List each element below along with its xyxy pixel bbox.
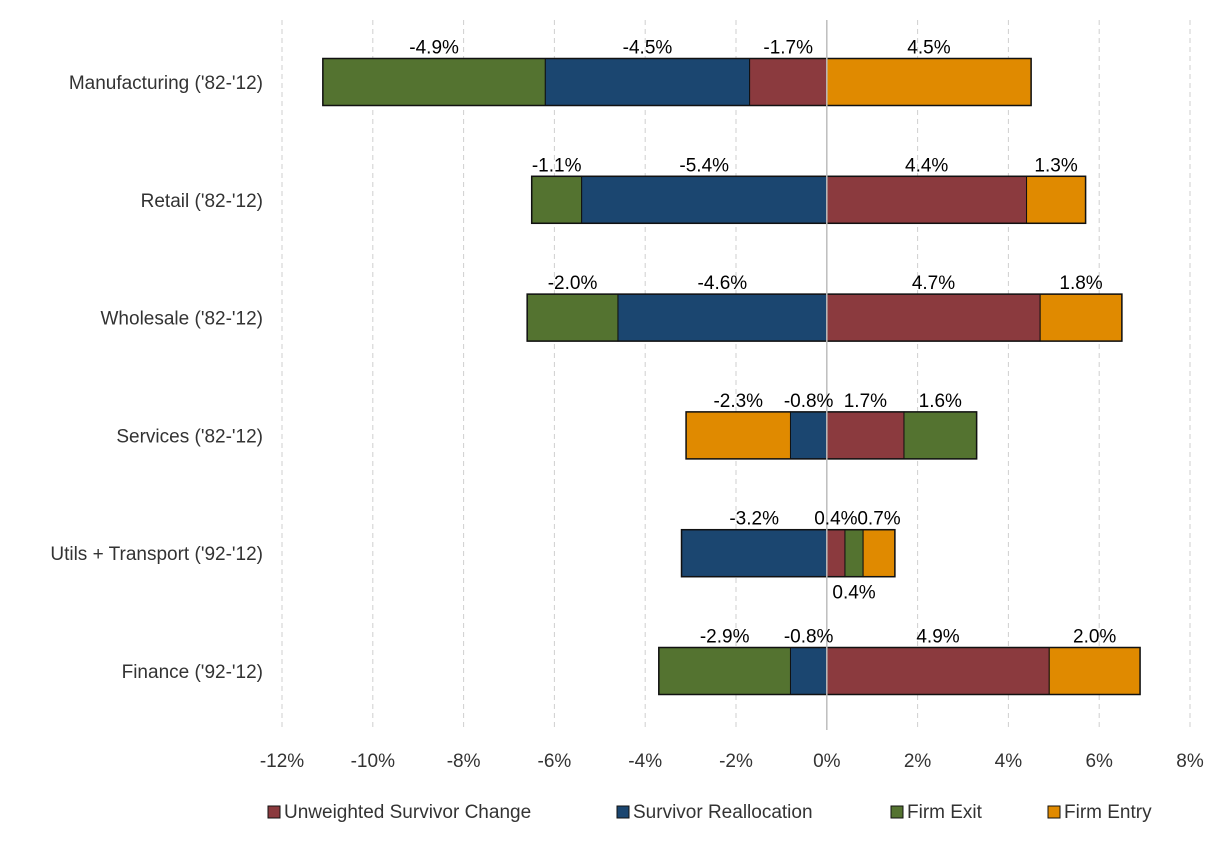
- data-label: 2.0%: [1073, 627, 1116, 648]
- legend-swatch: [890, 805, 904, 819]
- data-label-layer: -4.9% -4.5% -1.7% 4.5% -1.1% -5.4% 4.4% 1.3% -2.…: [409, 38, 1116, 648]
- category-label: Services ('82-'12): [116, 426, 263, 447]
- data-label: -1.7%: [763, 38, 813, 59]
- data-label: -0.8%: [784, 391, 834, 412]
- bar-segment-survivor-reallocation: [789, 411, 828, 460]
- category-label: Utils + Transport ('92-'12): [50, 544, 263, 565]
- data-label: 0.7%: [857, 509, 900, 530]
- category-label: Wholesale ('82-'12): [101, 309, 264, 330]
- legend-item-firm-exit: Firm Exit: [890, 802, 983, 823]
- x-tick-label: -12%: [260, 751, 304, 772]
- bar-segment-survivor-reallocation: [581, 175, 828, 224]
- data-label: -4.9%: [409, 38, 459, 59]
- bar-segment-unweighted-survivor-change: [826, 175, 1028, 224]
- x-tick-label: 8%: [1176, 751, 1204, 772]
- bar-segment-survivor-reallocation: [617, 293, 828, 342]
- bar-segment-firm-exit: [658, 647, 791, 695]
- bar-layer: [322, 57, 1141, 696]
- legend-item-survivor-reallocation: Survivor Reallocation: [616, 802, 813, 823]
- data-label: 1.6%: [919, 391, 962, 412]
- data-label: -2.0%: [548, 273, 598, 294]
- data-label: 4.4%: [905, 155, 948, 176]
- legend-label: Survivor Reallocation: [633, 802, 813, 823]
- x-tick-label: -6%: [538, 751, 572, 772]
- x-tick-label: 0%: [813, 751, 841, 772]
- data-label: -2.9%: [700, 627, 750, 648]
- data-label: 1.8%: [1059, 273, 1102, 294]
- bar-segment-unweighted-survivor-change: [749, 58, 828, 106]
- bar-segment-firm-entry: [1048, 647, 1141, 695]
- bar-segment-firm-exit: [322, 58, 546, 106]
- x-axis-ticks: -12% -10% -8% -6% -4% -2% 0% 2% 4% 6% 8%: [260, 751, 1204, 772]
- data-label: 1.7%: [844, 391, 887, 412]
- data-label: 4.5%: [907, 38, 950, 59]
- data-label: -4.6%: [698, 273, 748, 294]
- bar-segment-unweighted-survivor-change: [826, 647, 1050, 695]
- bar-segment-firm-exit: [526, 293, 619, 342]
- data-label: -3.2%: [729, 509, 779, 530]
- bar-segment-unweighted-survivor-change: [826, 411, 905, 460]
- bar-segment-firm-entry: [685, 411, 791, 460]
- bar-segment-unweighted-survivor-change: [826, 293, 1041, 342]
- data-label: 0.4%: [832, 583, 875, 604]
- data-label: 1.3%: [1034, 155, 1077, 176]
- legend: Unweighted Survivor Change Survivor Reall…: [267, 802, 1152, 823]
- bar-segment-survivor-reallocation: [544, 58, 751, 106]
- x-tick-label: 6%: [1085, 751, 1113, 772]
- legend-item-firm-entry: Firm Entry: [1047, 802, 1152, 823]
- bar-segment-firm-entry: [1039, 293, 1123, 342]
- bar-outline: [530, 175, 1087, 225]
- bar-segment-firm-exit: [903, 411, 978, 460]
- legend-label: Unweighted Survivor Change: [284, 802, 531, 823]
- category-label: Finance ('92-'12): [122, 662, 263, 683]
- category-axis: Manufacturing ('82-'12) Retail ('82-'12) W…: [50, 73, 263, 683]
- bar-segment-survivor-reallocation: [681, 529, 828, 578]
- category-label: Retail ('82-'12): [141, 191, 263, 212]
- legend-swatch: [267, 805, 281, 819]
- grid-layer: [281, 20, 1191, 730]
- bar-segment-firm-entry: [862, 529, 896, 578]
- data-label: -5.4%: [679, 155, 729, 176]
- bar-segment-firm-entry: [1026, 175, 1087, 224]
- data-label: 0.4%: [814, 509, 857, 530]
- bar-segment-unweighted-survivor-change: [826, 529, 846, 578]
- bar-outline: [658, 646, 1141, 696]
- bar-segment-firm-exit: [844, 529, 864, 578]
- category-label: Manufacturing ('82-'12): [69, 73, 263, 94]
- bar-outline: [680, 528, 896, 578]
- x-tick-label: -4%: [628, 751, 662, 772]
- bar-segment-firm-exit: [531, 175, 583, 224]
- legend-label: Firm Entry: [1064, 802, 1152, 823]
- data-label: -0.8%: [784, 627, 834, 648]
- x-tick-label: 2%: [904, 751, 932, 772]
- data-label: 4.7%: [912, 273, 955, 294]
- legend-swatch: [616, 805, 630, 819]
- x-tick-label: -8%: [447, 751, 481, 772]
- legend-label: Firm Exit: [907, 802, 983, 823]
- bar-outline: [322, 57, 1032, 107]
- x-tick-label: 4%: [995, 751, 1023, 772]
- data-label: 4.9%: [916, 627, 959, 648]
- x-tick-label: -10%: [351, 751, 395, 772]
- legend-swatch: [1047, 805, 1061, 819]
- bar-outline: [526, 293, 1123, 342]
- legend-item-unweighted-survivor-change: Unweighted Survivor Change: [267, 802, 531, 823]
- data-label: -1.1%: [532, 155, 582, 176]
- data-label: -4.5%: [623, 38, 673, 59]
- bar-segment-survivor-reallocation: [789, 647, 828, 695]
- bar-segment-firm-entry: [826, 58, 1032, 106]
- bar-outline: [685, 411, 978, 460]
- data-label: -2.3%: [713, 391, 763, 412]
- x-tick-label: -2%: [719, 751, 753, 772]
